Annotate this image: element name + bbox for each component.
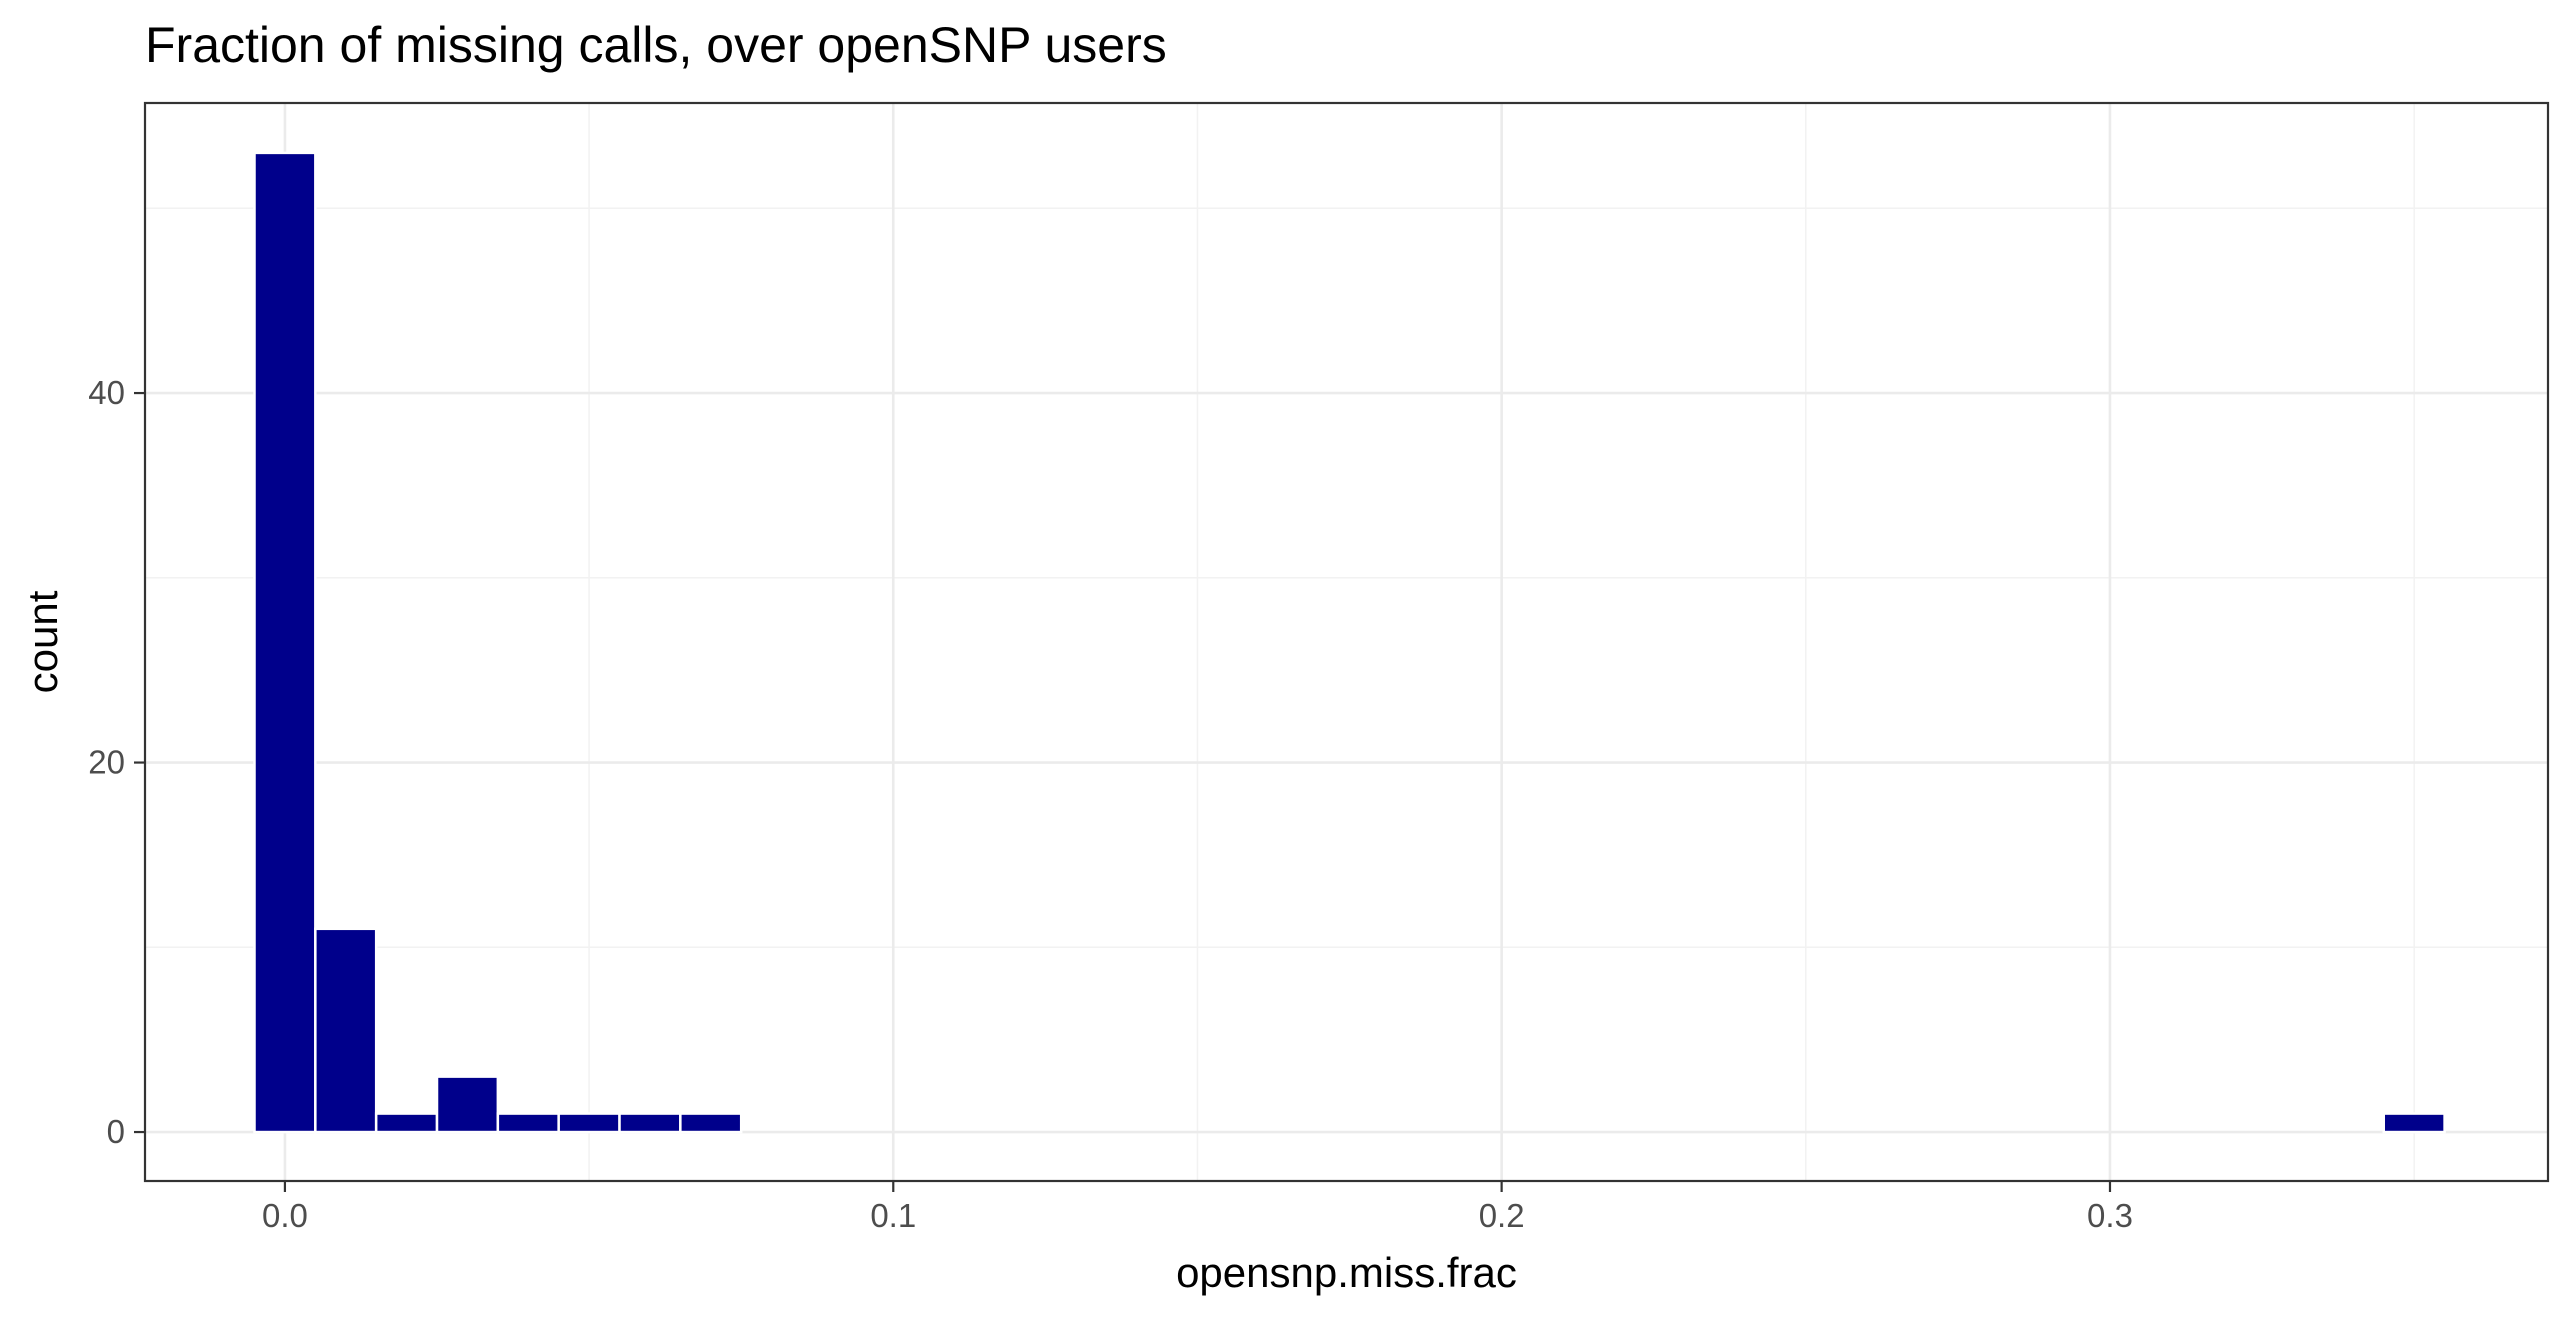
histogram-bar — [435, 1075, 500, 1134]
x-axis: 0.0 0.1 0.2 0.3 — [262, 1181, 2133, 1234]
histogram-bar — [557, 1112, 621, 1134]
panel-background — [145, 103, 2548, 1181]
y-axis-title: count — [19, 590, 66, 693]
y-tick-label: 0 — [107, 1113, 125, 1150]
x-tick-label: 0.1 — [870, 1197, 916, 1234]
histogram-bar — [314, 927, 378, 1134]
histogram-bar — [374, 1112, 439, 1134]
x-axis-title: opensnp.miss.frac — [1176, 1249, 1517, 1296]
chart-title: Fraction of missing calls, over openSNP … — [145, 17, 1167, 73]
histogram-bars — [253, 151, 2446, 1134]
x-tick-label: 0.2 — [1479, 1197, 1525, 1234]
histogram-bar — [496, 1112, 560, 1134]
x-tick-label: 0.0 — [262, 1197, 308, 1234]
minor-gridlines — [145, 103, 2548, 1181]
y-axis: 0 20 40 — [88, 374, 145, 1150]
plot-panel — [143, 101, 2550, 1183]
panel-border — [143, 101, 2550, 1183]
y-tick-label: 20 — [88, 744, 125, 781]
x-tick-label: 0.3 — [2087, 1197, 2133, 1234]
y-tick-label: 40 — [88, 374, 125, 411]
histogram-bar — [2382, 1112, 2446, 1134]
histogram-bar — [253, 151, 317, 1134]
histogram-bar — [618, 1112, 682, 1134]
histogram-bar — [679, 1112, 743, 1134]
